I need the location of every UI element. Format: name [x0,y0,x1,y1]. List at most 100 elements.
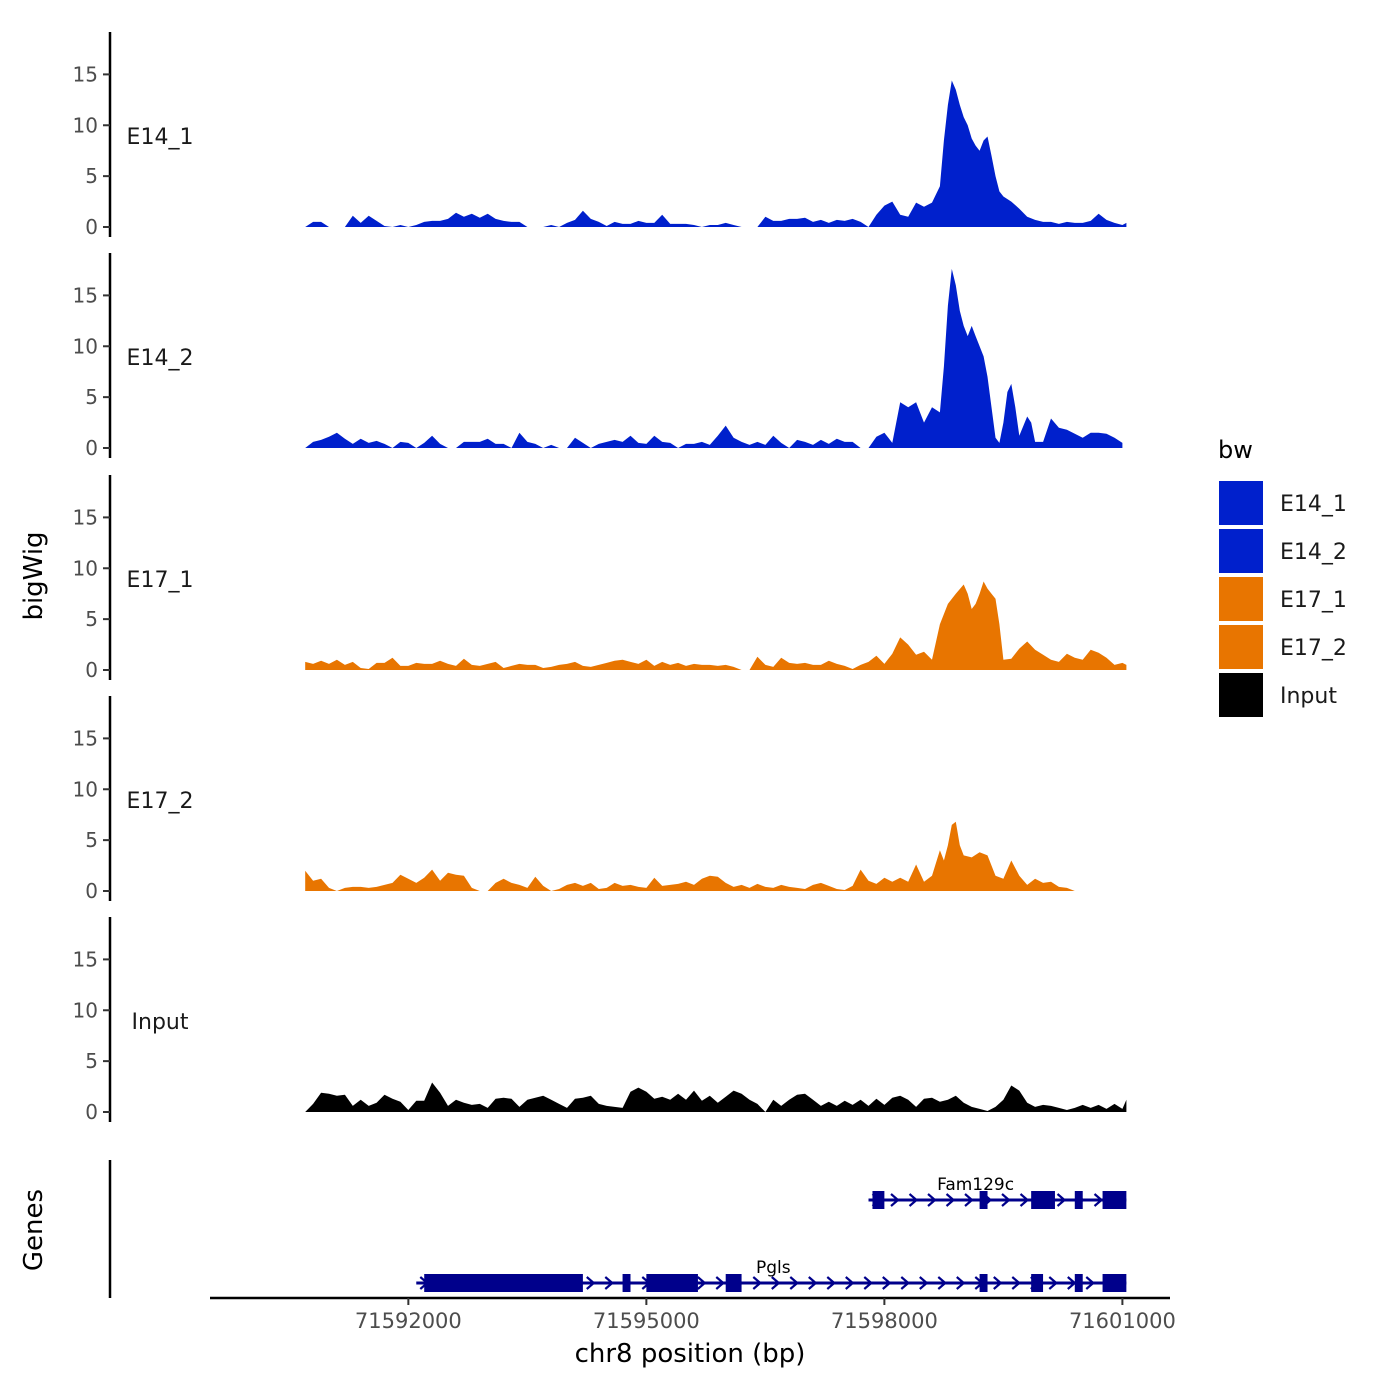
gene-name: Pgls [756,1258,791,1278]
legend-item-E14_2: E14_2 [1219,529,1347,573]
y-tick-label: 15 [73,283,98,307]
track-label: E17_1 [127,568,194,593]
gene-exon [1102,1274,1127,1292]
coverage-tracks: 0 5 10 15 E14_1 0 5 10 15 E14_2 0 5 10 15 E17_1 0 5 10 15 E… [73,32,1127,1124]
strand-arrow-icon [956,1276,966,1290]
strand-arrow-icon [845,1276,855,1290]
track-label: E17_2 [127,789,194,814]
gene-track: Fam129c Pgls [108,1160,1127,1298]
x-axis-title: chr8 position (bp) [575,1339,806,1369]
legend-swatch [1219,673,1263,717]
gene-Pgls: Pgls [416,1258,1127,1292]
legend-label: E14_1 [1280,492,1347,517]
gene-exon [1031,1274,1044,1292]
legend-item-E14_1: E14_1 [1219,481,1347,525]
strand-arrow-icon [1001,1193,1011,1207]
y-tick-label: 10 [73,556,98,580]
legend-item-E17_1: E17_1 [1219,577,1347,621]
legend-label: E14_2 [1280,540,1347,565]
y-axis-title: bigWig [19,531,49,620]
y-tick-label: 15 [73,726,98,750]
track-E17_2: 0 5 10 15 E17_2 [73,696,1075,903]
track-Input: 0 5 10 15 Input [73,917,1127,1124]
y-tick-label: 5 [85,828,98,852]
coverage-area-Input [305,1082,1127,1112]
strand-arrow-icon [1048,1276,1058,1290]
legend-title: bw [1218,436,1253,464]
gene-exon [725,1274,742,1292]
strand-arrow-icon [890,1193,900,1207]
x-tick-label: 71592000 [355,1309,462,1333]
gene-exon [1074,1274,1083,1292]
x-tick-label: 71601000 [1069,1309,1176,1333]
y-tick-label: 5 [85,607,98,631]
y-tick-label: 0 [85,1100,98,1124]
strand-arrow-icon [715,1276,725,1290]
gene-exon [1074,1191,1083,1209]
strand-arrow-icon [752,1276,762,1290]
track-label: Input [132,1010,189,1035]
track-label: E14_1 [127,125,194,150]
strand-arrow-icon [993,1276,1003,1290]
track-label: E14_2 [127,346,194,371]
legend-label: Input [1280,684,1337,709]
gene-exon [1031,1191,1055,1209]
gene-exon [646,1274,698,1292]
strand-arrow-icon [937,1276,947,1290]
y-tick-label: 10 [73,334,98,358]
strand-arrow-icon [586,1276,596,1290]
gene-exon [424,1274,583,1292]
y-tick-label: 0 [85,215,98,239]
x-axis: 71592000 71595000 71598000 71601000 [210,1296,1176,1333]
gene-name: Fam129c [937,1175,1014,1195]
legend-item-Input: Input [1219,673,1337,717]
strand-arrow-icon [1011,1276,1021,1290]
y-tick-label: 15 [73,505,98,529]
x-tick-label: 71598000 [831,1309,938,1333]
strand-arrow-icon [771,1276,781,1290]
strand-arrow-icon [697,1276,707,1290]
y-tick-label: 15 [73,62,98,86]
gene-exon [622,1274,631,1292]
strand-arrow-icon [1085,1276,1095,1290]
y-tick-label: 0 [85,879,98,903]
strand-arrow-icon [900,1276,910,1290]
gene-exon [979,1191,988,1209]
strand-arrow-icon [1093,1193,1104,1207]
strand-arrow-icon [1019,1193,1030,1207]
y-tick-label: 10 [73,777,98,801]
strand-arrow-icon [964,1193,974,1207]
track-E14_1: 0 5 10 15 E14_1 [73,32,1127,239]
legend-swatch [1219,529,1263,573]
gene-track-title: Genes [19,1189,49,1271]
y-tick-label: 5 [85,1049,98,1073]
gene-exon [1102,1191,1127,1209]
strand-arrow-icon [808,1276,818,1290]
y-tick-label: 0 [85,436,98,460]
y-tick-label: 10 [73,998,98,1022]
y-tick-label: 0 [85,658,98,682]
y-tick-label: 15 [73,947,98,971]
legend-label: E17_1 [1280,588,1347,613]
strand-arrow-icon [882,1276,892,1290]
coverage-area-E17_1 [305,581,1127,670]
legend-label: E17_2 [1280,636,1347,661]
x-tick-label: 71595000 [593,1309,700,1333]
y-tick-label: 5 [85,164,98,188]
coverage-area-E17_2 [305,821,1075,891]
strand-arrow-icon [919,1276,929,1290]
track-E17_1: 0 5 10 15 E17_1 [73,475,1127,682]
strand-arrow-icon [1056,1193,1067,1207]
y-tick-label: 5 [85,385,98,409]
strand-arrow-icon [604,1276,614,1290]
strand-arrow-icon [908,1193,919,1207]
strand-arrow-icon [945,1193,956,1207]
legend-swatch [1219,577,1263,621]
coverage-area-E14_1 [305,80,1127,227]
gene-Fam129c: Fam129c [868,1175,1127,1209]
y-tick-label: 10 [73,113,98,137]
strand-arrow-icon [863,1276,873,1290]
strand-arrow-icon [826,1276,836,1290]
gene-exon [872,1191,885,1209]
